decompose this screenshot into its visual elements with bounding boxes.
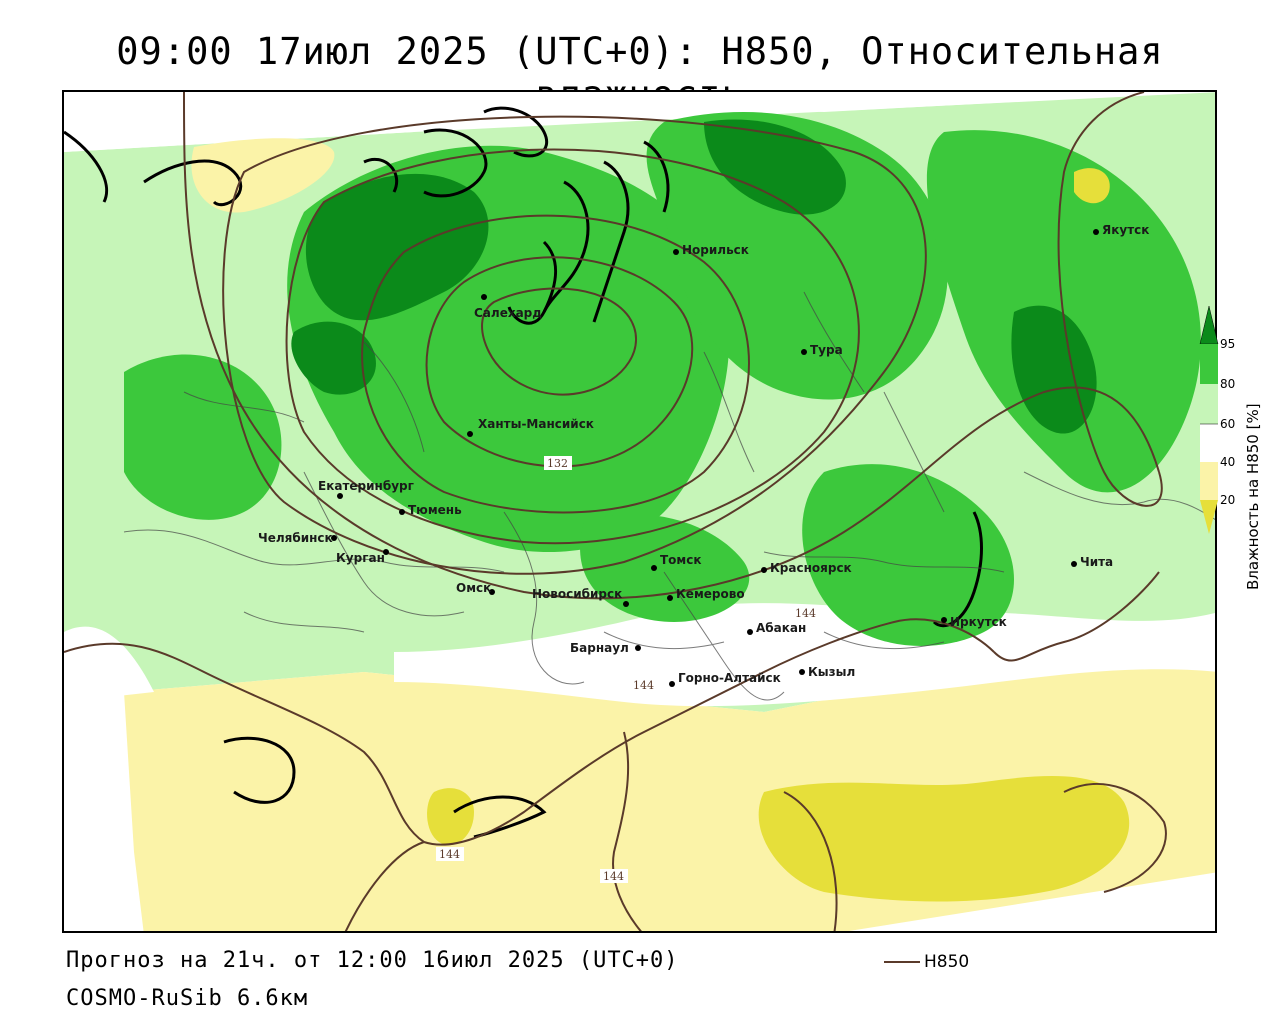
city-tura: Тура [810,343,843,357]
city-khanty-mansiysk: Ханты-Мансийск [478,417,594,431]
city-dot-salekhard [481,294,487,300]
model-info: COSMO-RuSib 6.6км [66,986,309,1011]
contour-label-144-d: 144 [603,870,624,883]
city-tomsk: Томск [660,553,702,567]
city-dot-krasnoyarsk [761,567,767,573]
city-dot-barnaul [635,645,641,651]
colorbar-tick-20: 20 [1220,493,1235,507]
city-norilsk: Норильск [682,243,749,257]
city-novosibirsk: Новосибирск [532,587,622,601]
colorbar-tick-95: 95 [1220,337,1235,351]
h850-contours [64,92,1167,931]
colorbar-tick-40: 40 [1220,455,1235,469]
colorbar-tick-80: 80 [1220,377,1235,391]
colorbar-80-95 [1200,344,1218,384]
humidity-field-over-95 [291,119,1097,434]
city-dot-ekaterinburg [337,493,343,499]
city-markers: Якутск Норильск Салехард Тура Ханты-Манс… [258,223,1149,687]
isoline-legend-label: H850 [924,952,970,972]
city-dot-yakutsk [1093,229,1099,235]
contour-label-144-c: 144 [439,848,460,861]
city-dot-tura [801,349,807,355]
city-dot-norilsk [673,249,679,255]
forecast-info: Прогноз на 21ч. от 12:00 16июл 2025 (UTC… [66,948,679,973]
city-yakutsk: Якутск [1102,223,1149,237]
coastlines [64,106,983,839]
city-dot-tyumen [399,509,405,515]
humidity-field-under-20 [427,168,1130,902]
colorbar-over95 [1199,305,1219,345]
city-dot-abakan [747,629,753,635]
contour-labels: 132 144 144 144 144 [436,456,820,883]
city-barnaul: Барнаул [570,641,629,655]
city-tyumen: Тюмень [408,503,462,517]
city-chita: Чита [1080,555,1113,569]
humidity-colorbar: 95 80 60 40 20 [1199,305,1235,534]
city-krasnoyarsk: Красноярск [770,561,852,575]
city-dot-kyzyl [799,669,805,675]
city-abakan: Абакан [756,621,806,635]
contour-label-144-a: 144 [795,607,816,620]
city-dot-kemerovo [667,595,673,601]
city-chelyabinsk: Челябинск [258,531,333,545]
colorbar-20-40 [1200,462,1218,500]
city-dot-kurgan [383,549,389,555]
city-dot-khanty-mansiysk [467,431,473,437]
city-kemerovo: Кемерово [676,587,745,601]
colorbar-title: Влажность на H850 [%] [1244,403,1262,590]
city-dot-gorno-altaysk [669,681,675,687]
map-canvas: 132 144 144 144 144 Якутск Норильск Сале… [64,92,1215,931]
city-dot-chita [1071,561,1077,567]
contour-label-144-b: 144 [633,679,654,692]
city-dot-tomsk [651,565,657,571]
contour-label-132: 132 [547,457,568,470]
city-salekhard: Салехард [474,306,542,320]
isoline-legend: H850 [884,952,969,972]
city-dot-novosibirsk [623,601,629,607]
city-gorno-altaysk: Горно-Алтайск [678,671,781,685]
city-omsk: Омск [456,581,491,595]
city-irkutsk: Иркутск [950,615,1007,629]
colorbar-tick-60: 60 [1220,417,1235,431]
city-dot-irkutsk [941,617,947,623]
colorbar-under20 [1200,500,1218,534]
isoline-swatch [884,961,920,963]
city-dot-chelyabinsk [331,535,337,541]
colorbar-60-80 [1200,384,1218,424]
city-kurgan: Курган [336,551,385,565]
city-dot-omsk [489,589,495,595]
humidity-field-40-60 [394,603,1215,707]
colorbar-40-60 [1200,424,1218,462]
city-ekaterinburg: Екатеринбург [318,479,414,493]
map-area: 132 144 144 144 144 Якутск Норильск Сале… [62,90,1217,933]
city-kyzyl: Кызыл [808,665,855,679]
